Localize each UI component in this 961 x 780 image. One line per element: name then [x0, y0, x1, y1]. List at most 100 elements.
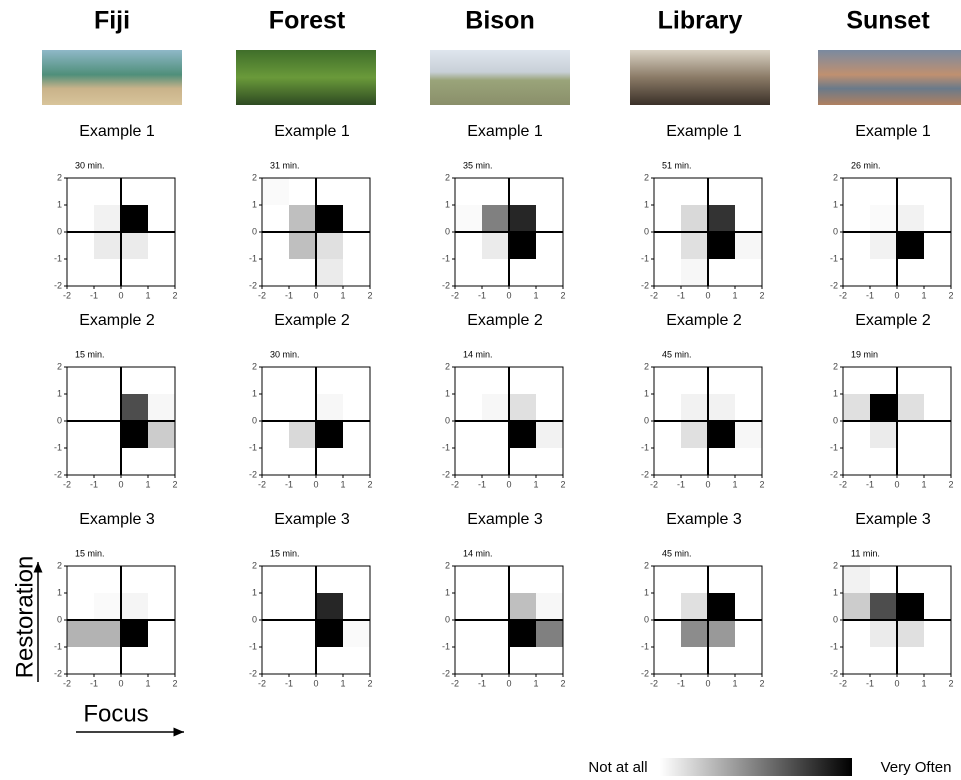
x-tick-label: 1 — [145, 479, 150, 489]
x-tick-label: 2 — [367, 678, 372, 688]
cell — [94, 448, 121, 475]
y-tick-label: -2 — [249, 668, 257, 678]
cell — [316, 593, 343, 620]
y-tick-label: -2 — [830, 280, 838, 290]
photo — [236, 50, 376, 105]
chart-subtitle: 31 min. — [270, 160, 300, 170]
cell — [924, 421, 951, 448]
cell — [681, 593, 708, 620]
x-tick-label: 0 — [506, 479, 511, 489]
x-tick-label: 1 — [921, 479, 926, 489]
y-tick-label: 1 — [252, 199, 257, 209]
cell — [343, 421, 370, 448]
cell — [870, 367, 897, 394]
figure: Restoration Focus Not at all Very Often … — [0, 0, 961, 780]
chart-title: Example 2 — [79, 312, 155, 329]
cell — [94, 566, 121, 593]
cell — [924, 232, 951, 259]
y-tick-label: 0 — [252, 226, 257, 236]
cell — [735, 394, 762, 421]
y-tick-label: 0 — [833, 614, 838, 624]
cell — [536, 367, 563, 394]
y-tick-label: 0 — [445, 226, 450, 236]
cell — [482, 448, 509, 475]
cell — [94, 394, 121, 421]
x-tick-label: 1 — [145, 678, 150, 688]
x-tick-label: -2 — [839, 290, 847, 300]
cell — [870, 394, 897, 421]
cell — [316, 566, 343, 593]
cell — [897, 421, 924, 448]
cell — [708, 566, 735, 593]
photo — [630, 50, 770, 105]
cell — [316, 394, 343, 421]
y-tick-label: -2 — [830, 668, 838, 678]
x-tick-label: -1 — [285, 290, 293, 300]
y-tick-label: 1 — [252, 587, 257, 597]
cell — [262, 566, 289, 593]
cell — [681, 232, 708, 259]
x-tick-label: -1 — [866, 290, 874, 300]
cell — [509, 448, 536, 475]
cell — [897, 448, 924, 475]
y-tick-label: 0 — [644, 226, 649, 236]
cell — [654, 421, 681, 448]
y-tick-label: -1 — [641, 253, 649, 263]
y-tick-label: -2 — [641, 280, 649, 290]
y-tick-label: 2 — [252, 560, 257, 570]
x-tick-label: -2 — [63, 290, 71, 300]
x-tick-label: 0 — [705, 479, 710, 489]
x-tick-label: 2 — [172, 678, 177, 688]
y-tick-label: 1 — [833, 587, 838, 597]
cell — [343, 205, 370, 232]
chart-title: Example 3 — [855, 511, 931, 528]
cell — [148, 421, 175, 448]
cell — [148, 394, 175, 421]
cell — [843, 394, 870, 421]
cell — [509, 232, 536, 259]
y-tick-label: -1 — [442, 641, 450, 651]
cell — [681, 367, 708, 394]
chart-title: Example 1 — [79, 123, 155, 140]
cell — [148, 647, 175, 674]
x-tick-label: -1 — [285, 479, 293, 489]
x-tick-label: 1 — [732, 290, 737, 300]
cell — [455, 367, 482, 394]
cell — [482, 593, 509, 620]
cell — [654, 647, 681, 674]
chart-title: Example 3 — [274, 511, 350, 528]
y-tick-label: -1 — [54, 253, 62, 263]
cell — [681, 421, 708, 448]
x-tick-label: -1 — [90, 678, 98, 688]
cell — [843, 620, 870, 647]
cell — [536, 232, 563, 259]
x-tick-label: -1 — [285, 678, 293, 688]
y-tick-label: 1 — [644, 199, 649, 209]
x-tick-label: -2 — [63, 479, 71, 489]
cell — [897, 178, 924, 205]
cell — [870, 205, 897, 232]
y-tick-label: 0 — [833, 415, 838, 425]
y-tick-label: 1 — [644, 587, 649, 597]
cell — [735, 647, 762, 674]
cell — [897, 367, 924, 394]
x-tick-label: 2 — [759, 290, 764, 300]
y-tick-label: 1 — [57, 587, 62, 597]
cell — [262, 448, 289, 475]
cell — [148, 367, 175, 394]
x-tick-label: 0 — [313, 678, 318, 688]
y-tick-label: 1 — [445, 587, 450, 597]
cell — [870, 647, 897, 674]
cell — [843, 259, 870, 286]
x-tick-label: 1 — [732, 479, 737, 489]
cell — [455, 178, 482, 205]
cell — [924, 259, 951, 286]
cell — [455, 448, 482, 475]
cell — [870, 421, 897, 448]
column-title: Sunset — [846, 7, 930, 35]
cell — [67, 566, 94, 593]
cell — [843, 367, 870, 394]
cell — [94, 421, 121, 448]
cell — [262, 205, 289, 232]
cell — [343, 232, 370, 259]
